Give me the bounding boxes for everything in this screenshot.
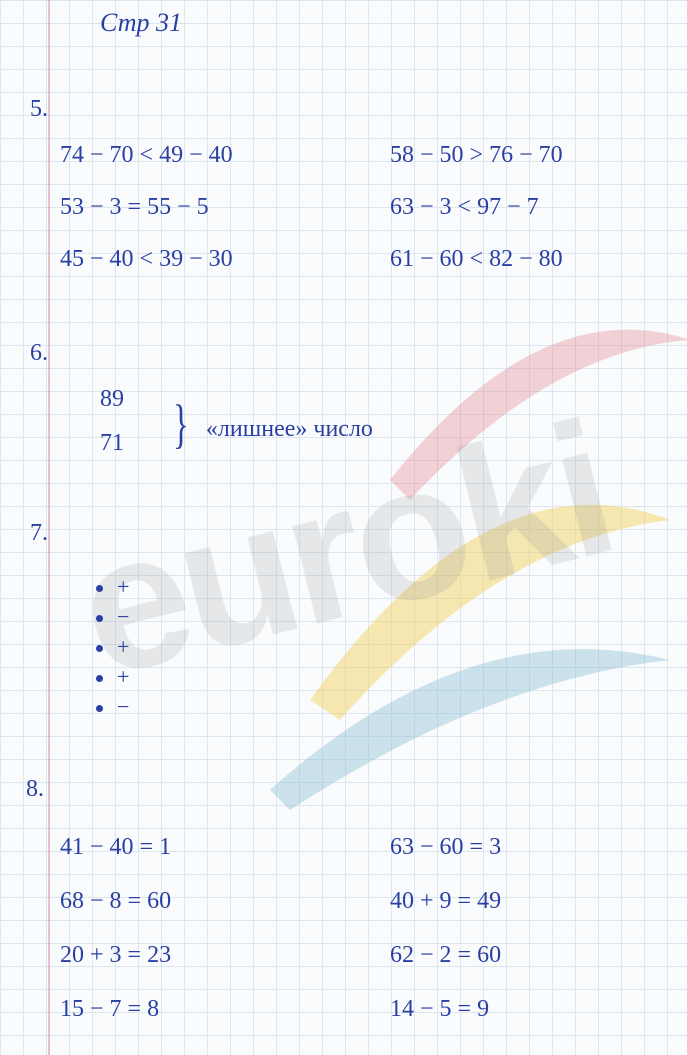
p8-right-3: 62 − 2 = 60	[390, 942, 501, 969]
p7-sign-5: −	[117, 694, 129, 719]
p7-item-2: −	[96, 602, 129, 632]
problem-5-row-1: 74 − 70 < 49 − 40 58 − 50 > 76 − 70	[60, 142, 563, 169]
problem-5-number: 5.	[30, 96, 48, 123]
p6-note: «лишнее» число	[206, 416, 373, 442]
p6-value-2: 71	[100, 430, 124, 457]
p5-left-3: 45 − 40 < 39 − 30	[60, 246, 390, 273]
p8-left-3: 20 + 3 = 23	[60, 942, 390, 969]
p8-right-4: 14 − 5 = 9	[390, 996, 489, 1023]
p8-left-4: 15 − 7 = 8	[60, 996, 390, 1023]
p6-note-group: } «лишнее» число	[158, 402, 373, 443]
bullet-icon	[96, 645, 103, 652]
p8-left-1: 41 − 40 = 1	[60, 834, 390, 861]
bullet-icon	[96, 585, 103, 592]
problem-8-row-3: 20 + 3 = 23 62 − 2 = 60	[60, 942, 501, 969]
bullet-icon	[96, 705, 103, 712]
p7-item-5: −	[96, 692, 129, 722]
p5-right-3: 61 − 60 < 82 − 80	[390, 246, 563, 273]
p7-sign-3: +	[117, 634, 129, 659]
problem-5-row-3: 45 − 40 < 39 − 30 61 − 60 < 82 − 80	[60, 246, 563, 273]
problem-5-row-2: 53 − 3 = 55 − 5 63 − 3 < 97 − 7	[60, 194, 539, 221]
problem-7-number: 7.	[30, 520, 48, 547]
bullet-icon	[96, 675, 103, 682]
p5-left-2: 53 − 3 = 55 − 5	[60, 194, 390, 221]
p8-left-2: 68 − 8 = 60	[60, 888, 390, 915]
p8-right-2: 40 + 9 = 49	[390, 888, 501, 915]
problem-8-number: 8.	[26, 776, 44, 803]
p7-sign-4: +	[117, 664, 129, 689]
curly-brace-icon: }	[173, 408, 189, 440]
p5-right-2: 63 − 3 < 97 − 7	[390, 194, 539, 221]
bullet-icon	[96, 615, 103, 622]
p6-value-1: 89	[100, 386, 124, 413]
problem-6-number: 6.	[30, 340, 48, 367]
problem-8-row-1: 41 − 40 = 1 63 − 60 = 3	[60, 834, 501, 861]
problem-8-row-2: 68 − 8 = 60 40 + 9 = 49	[60, 888, 501, 915]
problem-7-list: + − + + −	[96, 572, 129, 722]
p5-right-1: 58 − 50 > 76 − 70	[390, 142, 563, 169]
p7-item-1: +	[96, 572, 129, 602]
p7-sign-2: −	[117, 604, 129, 629]
problem-8-row-4: 15 − 7 = 8 14 − 5 = 9	[60, 996, 489, 1023]
p7-item-3: +	[96, 632, 129, 662]
page-title: Стр 31	[100, 8, 182, 38]
p7-sign-1: +	[117, 574, 129, 599]
page-content: Стр 31 5. 74 − 70 < 49 − 40 58 − 50 > 76…	[0, 0, 687, 1055]
p5-left-1: 74 − 70 < 49 − 40	[60, 142, 390, 169]
p8-right-1: 63 − 60 = 3	[390, 834, 501, 861]
p7-item-4: +	[96, 662, 129, 692]
